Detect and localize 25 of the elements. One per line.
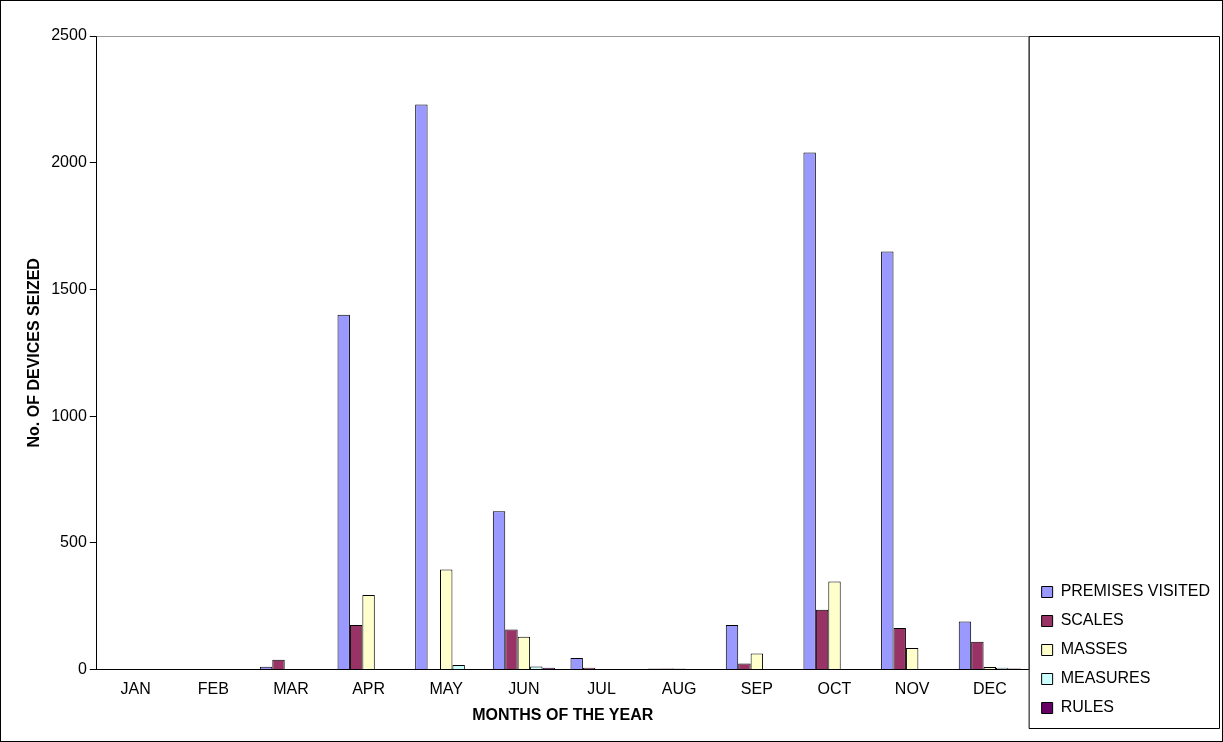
y-tick-label: 500 — [60, 533, 87, 551]
x-tick-label: APR — [352, 679, 386, 697]
x-tick-label: MAR — [273, 679, 309, 697]
x-tick-label: JUN — [508, 679, 540, 697]
legend-label: PREMISES VISITED — [1060, 582, 1211, 600]
x-tick-label: AUG — [661, 679, 697, 697]
legend-label: MEASURES — [1060, 669, 1151, 687]
legend-label: RULES — [1060, 698, 1114, 716]
x-tick-label: OCT — [817, 679, 852, 697]
legend-label: SCALES — [1060, 611, 1124, 629]
x-tick-label: SEP — [740, 679, 773, 697]
legend-label: MASSES — [1060, 640, 1128, 658]
y-tick-label: 2500 — [51, 26, 87, 44]
y-tick-label: 1000 — [51, 406, 87, 424]
y-axis-title: No. OF DEVICES SEIZED — [25, 258, 43, 448]
y-tick-label: 0 — [77, 660, 87, 678]
x-tick-label: DEC — [972, 679, 1007, 697]
x-tick-label: JUL — [587, 679, 616, 697]
x-tick-label: MAY — [429, 679, 464, 697]
x-tick-label: NOV — [894, 679, 930, 697]
x-tick-label: JAN — [120, 679, 151, 697]
y-tick-label: 1500 — [51, 279, 87, 297]
x-axis-title: MONTHS OF THE YEAR — [472, 705, 654, 723]
x-tick-label: FEB — [197, 679, 229, 697]
y-tick-label: 2000 — [51, 153, 87, 171]
